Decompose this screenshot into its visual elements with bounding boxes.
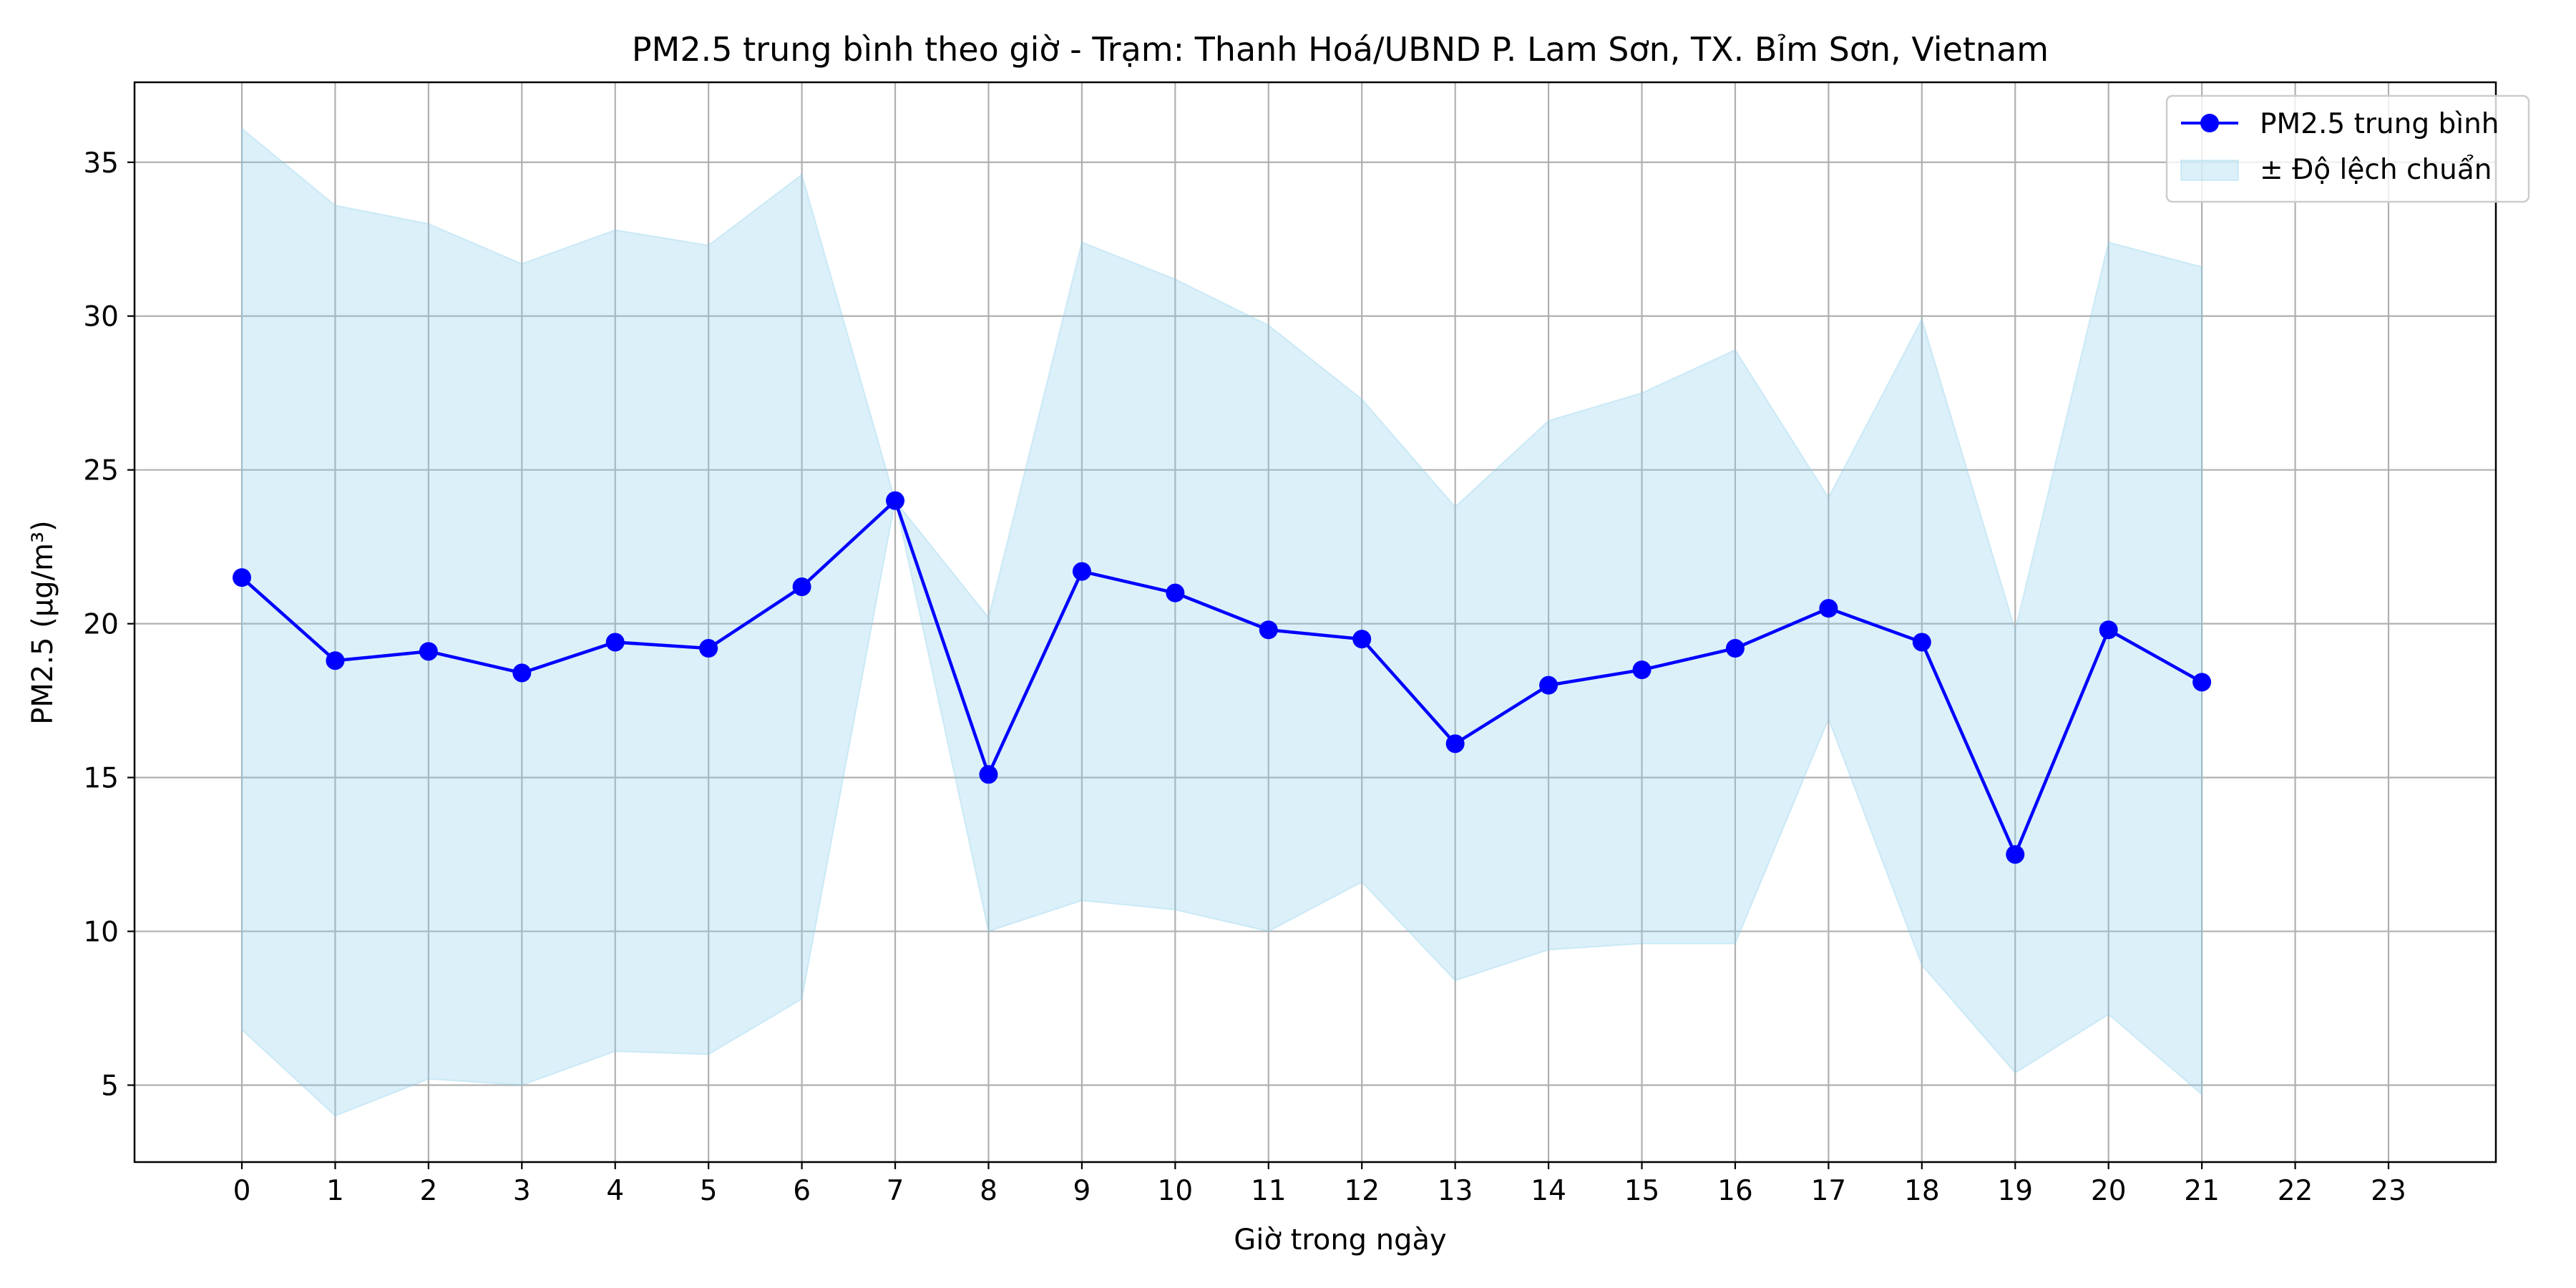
mean-series-line — [240, 499, 2203, 857]
mean-data-point — [233, 568, 251, 587]
x-tick-label: 8 — [980, 1175, 997, 1207]
y-tick-label: 25 — [83, 455, 119, 487]
grid — [135, 82, 2496, 1162]
x-tick-label: 9 — [1073, 1175, 1091, 1207]
x-tick-label: 20 — [2091, 1175, 2127, 1207]
mean-data-point — [1912, 633, 1931, 652]
y-tick-label: 30 — [83, 301, 119, 333]
series-marker-layer — [233, 491, 2212, 864]
x-tick-label: 16 — [1717, 1175, 1753, 1207]
x-tick-label: 12 — [1344, 1175, 1380, 1207]
y-tick-label: 35 — [83, 147, 119, 180]
mean-data-point — [1725, 639, 1745, 658]
y-axis-label: PM2.5 (µg/m³) — [26, 520, 59, 725]
mean-data-point — [512, 663, 532, 683]
mean-data-point — [605, 633, 625, 652]
tick-layer: 0 1 2 3 4 5 6 7 8 9 10 11 12 13 14 15 16 17 18 19 20 21 22 2351… — [83, 147, 2406, 1207]
x-tick-label: 13 — [1438, 1175, 1473, 1207]
plot-frame — [133, 81, 2497, 1163]
legend: PM2.5 trung bình ± Độ lệch chuẩn — [2165, 94, 2530, 203]
x-tick-label: 22 — [2278, 1175, 2313, 1207]
series-line-layer — [240, 499, 2203, 857]
std-band-layer — [241, 127, 2203, 1117]
x-tick-label: 0 — [233, 1175, 251, 1207]
mean-data-point — [326, 651, 345, 670]
mean-data-point — [2099, 620, 2118, 640]
y-tick-label: 5 — [101, 1070, 119, 1103]
x-tick-label: 21 — [2184, 1175, 2220, 1207]
y-tick-label: 20 — [83, 609, 119, 641]
x-tick-label: 1 — [326, 1175, 344, 1207]
mean-data-point — [699, 639, 718, 658]
x-tick-label: 10 — [1158, 1175, 1194, 1207]
mean-data-point — [792, 577, 811, 597]
mean-data-point — [1072, 562, 1091, 581]
legend-marker-swatch — [2200, 114, 2219, 132]
x-tick-label: 11 — [1251, 1175, 1287, 1207]
x-tick-label: 3 — [513, 1175, 531, 1207]
mean-data-point — [1445, 734, 1465, 753]
legend-box — [2165, 94, 2530, 203]
mean-data-point — [1819, 599, 1838, 618]
x-tick-label: 18 — [1904, 1175, 1940, 1207]
mean-data-point — [1539, 675, 1558, 695]
x-tick-label: 14 — [1531, 1175, 1566, 1207]
mean-data-point — [419, 642, 438, 661]
x-tick-label: 15 — [1624, 1175, 1660, 1207]
x-axis-label: Giờ trong ngày — [1234, 1224, 1446, 1257]
x-tick-label: 4 — [606, 1175, 624, 1207]
x-tick-label: 19 — [1997, 1175, 2033, 1207]
legend-band-swatch — [2180, 160, 2239, 181]
mean-data-point — [1166, 583, 1185, 602]
mean-data-point — [979, 765, 998, 784]
x-tick-label: 2 — [419, 1175, 437, 1207]
x-tick-label: 23 — [2371, 1175, 2406, 1207]
mean-data-point — [1632, 660, 1652, 680]
y-tick-label: 15 — [83, 763, 119, 795]
y-tick-label: 10 — [83, 917, 119, 949]
legend-label-mean: PM2.5 trung bình — [2260, 108, 2499, 140]
mean-data-point — [1352, 630, 1372, 649]
mean-data-point — [886, 491, 905, 510]
x-tick-label: 6 — [793, 1175, 811, 1207]
x-tick-label: 5 — [700, 1175, 718, 1207]
x-tick-label: 17 — [1811, 1175, 1847, 1207]
chart-title: PM2.5 trung bình theo giờ - Trạm: Thanh … — [632, 30, 2049, 69]
x-tick-label: 7 — [887, 1175, 904, 1207]
mean-data-point — [2192, 673, 2212, 692]
mean-data-point — [1259, 620, 1278, 640]
std-band — [241, 127, 2203, 1117]
legend-label-band: ± Độ lệch chuẩn — [2260, 154, 2492, 186]
mean-data-point — [2006, 845, 2025, 864]
